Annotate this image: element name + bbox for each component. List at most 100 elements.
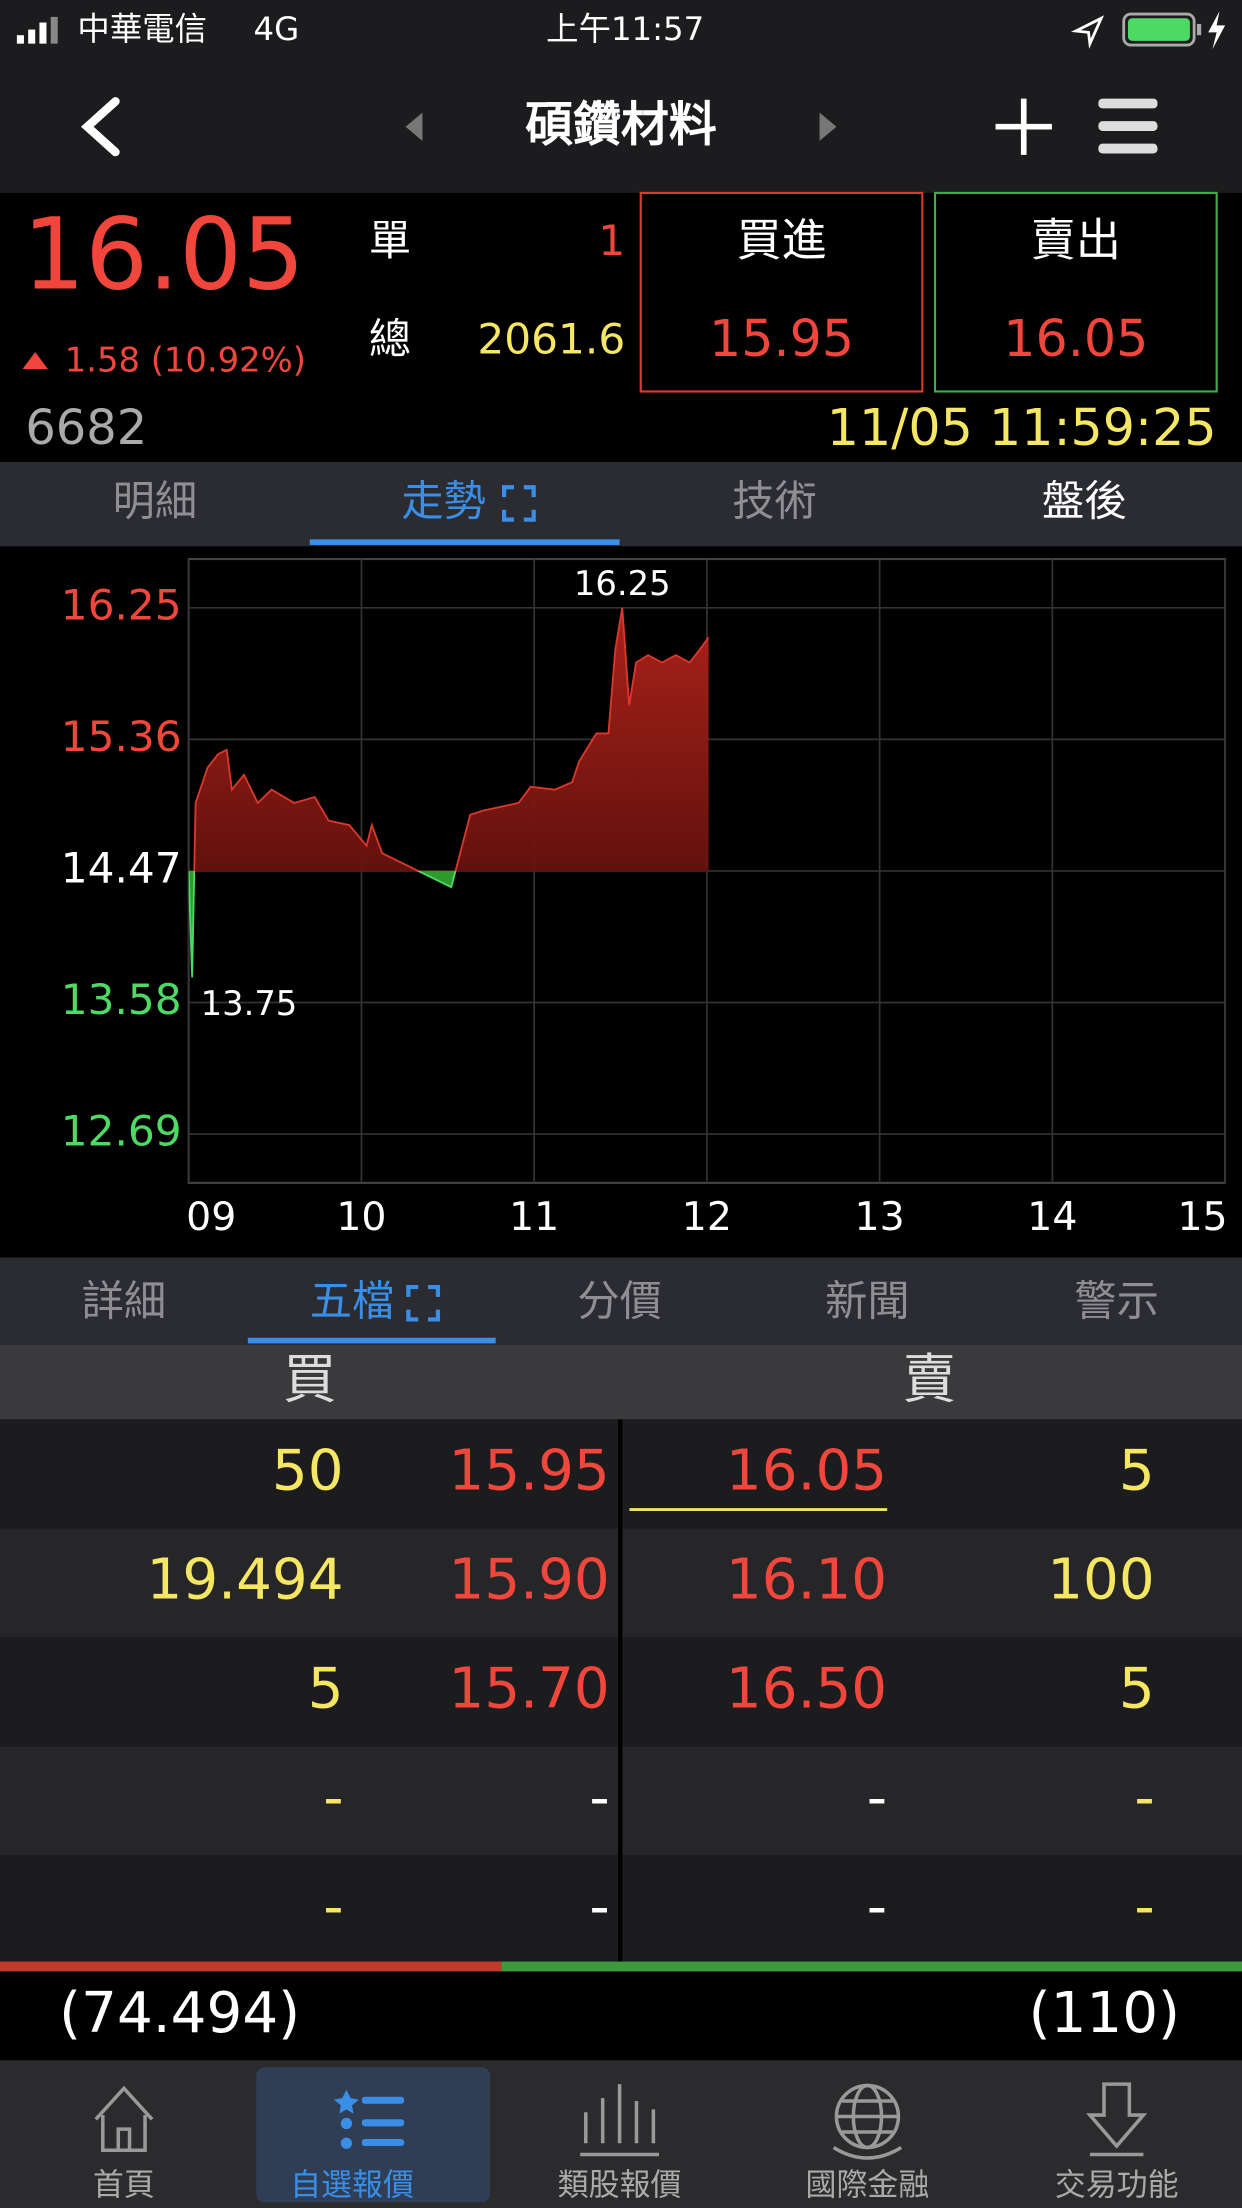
buy-total: (74.494) [59, 1981, 300, 2046]
tab-underline [309, 539, 620, 545]
x-tick-label: 12 [682, 1194, 732, 1240]
min-label: 13.75 [201, 984, 298, 1023]
expand-icon [406, 1284, 441, 1322]
total-label: 總 [369, 315, 411, 364]
nav-label[interactable]: 類股報價 [558, 2167, 682, 2203]
book-row [0, 1855, 619, 1965]
ask-underline [629, 1508, 888, 1511]
clock: 上午11:57 [546, 10, 704, 48]
next-stock[interactable] [819, 112, 837, 141]
book-price: 16.05 [726, 1439, 887, 1504]
quote-panel [0, 192, 1242, 462]
book-row [0, 1637, 619, 1747]
sub-tab[interactable]: 新聞 [825, 1276, 909, 1325]
network: 4G [253, 10, 299, 48]
tab[interactable]: 盤後 [1042, 477, 1126, 526]
sell-label: 賣出 [1031, 214, 1121, 267]
active-nav-tile [256, 2067, 491, 2203]
book-price: - [589, 1875, 609, 1940]
book-volume: 5 [1119, 1439, 1155, 1504]
x-tick-label: 15 [1177, 1194, 1227, 1240]
book-volume: - [323, 1766, 343, 1831]
book-volume: - [323, 1875, 343, 1940]
sub-tab[interactable]: 五檔 [310, 1276, 394, 1325]
back-button[interactable] [80, 97, 120, 157]
globe-icon[interactable] [832, 2083, 903, 2160]
sub-tab-underline [247, 1337, 496, 1344]
book-row [622, 1746, 1242, 1856]
buy-header: 買 [283, 1347, 337, 1410]
book-price: 16.10 [726, 1548, 887, 1613]
sub-tab[interactable]: 警示 [1074, 1276, 1158, 1325]
buy-label: 買進 [736, 214, 826, 267]
sell-button[interactable] [933, 191, 1218, 393]
bid-price: 15.95 [709, 309, 854, 368]
y-tick-label: 16.25 [61, 580, 182, 629]
top-bar [0, 0, 1242, 193]
sub-tab[interactable]: 分價 [577, 1276, 661, 1325]
book-price: - [867, 1875, 887, 1940]
charging-icon [1208, 11, 1226, 50]
book-row [0, 1528, 619, 1638]
x-tick-label: 13 [855, 1194, 905, 1240]
book-price: 15.95 [449, 1439, 610, 1504]
book-row [0, 1419, 619, 1529]
quote-time: 11/05 11:59:25 [827, 398, 1217, 457]
nav-label[interactable]: 自選報價 [290, 2167, 414, 2203]
stock-code: 6682 [25, 401, 147, 456]
book-volume: 50 [272, 1439, 344, 1504]
tab[interactable]: 技術 [732, 477, 816, 526]
book-divider [618, 1419, 623, 1962]
book-row [622, 1528, 1242, 1638]
y-tick-label: 12.69 [61, 1107, 182, 1156]
single-volume: 1 [598, 216, 625, 265]
book-volume: - [1134, 1766, 1154, 1831]
y-tick-label: 13.58 [61, 975, 182, 1024]
last-price: 16.05 [23, 199, 305, 313]
max-label: 16.25 [574, 564, 671, 603]
up-arrow [22, 352, 48, 369]
book-price: - [867, 1766, 887, 1831]
trade-icon[interactable] [1086, 2082, 1148, 2157]
watchlist-icon[interactable] [333, 2089, 405, 2149]
sell-total: (110) [1029, 1981, 1180, 2046]
home-icon[interactable] [94, 2085, 154, 2153]
buy-button[interactable] [639, 191, 924, 393]
prev-stock[interactable] [405, 112, 423, 141]
y-tick-label: 15.36 [61, 712, 182, 761]
nav-label[interactable]: 交易功能 [1055, 2167, 1179, 2203]
book-volume: 5 [308, 1657, 344, 1722]
tab[interactable]: 明細 [113, 477, 197, 526]
book-row [0, 1746, 619, 1856]
expand-icon [502, 485, 536, 522]
single-label: 單 [369, 216, 411, 265]
nav-label[interactable]: 首頁 [93, 2167, 155, 2203]
battery-icon [1122, 12, 1202, 47]
x-tick-label: 11 [509, 1194, 559, 1240]
add-button[interactable] [995, 98, 1052, 155]
book-row [622, 1637, 1242, 1747]
menu-button[interactable] [1098, 98, 1158, 154]
sub-tab[interactable]: 詳細 [82, 1276, 166, 1325]
totals-row [0, 1971, 1242, 2061]
book-header [0, 1344, 1242, 1420]
sell-header: 賣 [903, 1347, 957, 1410]
y-tick-label: 14.47 [61, 843, 182, 892]
book-row [622, 1855, 1242, 1965]
sector-icon[interactable] [580, 2084, 660, 2157]
price-line [188, 607, 710, 871]
stock-title: 碩鑽材料 [525, 98, 717, 153]
nav-label[interactable]: 國際金融 [805, 2167, 929, 2203]
sub-tab-bar [0, 1257, 1242, 1345]
book-price: 15.90 [449, 1548, 610, 1613]
tab[interactable]: 走勢 [401, 477, 485, 526]
book-price: - [589, 1766, 609, 1831]
book-price: 16.50 [726, 1657, 887, 1722]
tab-bar [0, 461, 1242, 547]
book-volume: - [1134, 1875, 1154, 1940]
book-volume: 19.494 [147, 1548, 344, 1613]
book-volume: 5 [1119, 1657, 1155, 1722]
x-tick-label: 09 [186, 1194, 236, 1240]
sell-ratio-bar [501, 1961, 1242, 1972]
